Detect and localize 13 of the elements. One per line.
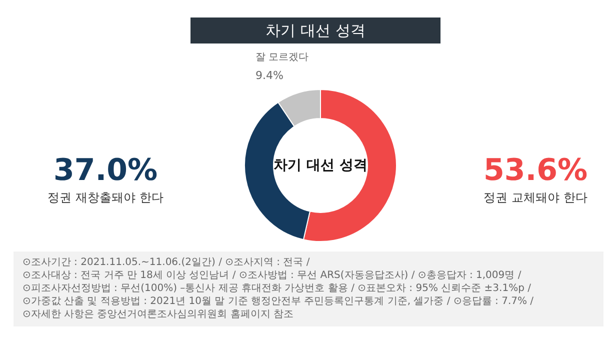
slice-label: 정권 재창출돼야 한다 bbox=[48, 190, 164, 204]
text: ⊙조사대상 : 전국 거주 만 18세 이상 성인남녀 / ⊙조사방법 : 무선 ARS(자동응답조사) / ⊙총응답자 : 1,009명 / bbox=[22, 270, 522, 281]
text: ⊙자세한 사항은 중앙선거여론조사심의위원회 홈페이지 참조 bbox=[22, 309, 294, 320]
text: 차기 대선 성격 bbox=[274, 158, 368, 174]
data-label: 9.4% bbox=[255, 69, 284, 82]
text: ⊙피조사자선정방법 : 무선(100%) –통신사 제공 휴대전화 가상번호 활용 / ⊙표본오차 : 95% 신뢰수준 ±3.1%p / bbox=[22, 283, 532, 294]
data-label: 53.6% bbox=[483, 153, 588, 188]
slice-label: 정권 교체돼야 한다 bbox=[484, 190, 588, 204]
chart-title: 차기 대선 성격 bbox=[266, 22, 366, 40]
slice-label: 잘 모르겠다 bbox=[255, 52, 309, 63]
text: ⊙가중값 산출 및 적용방법 : 2021년 10월 말 기준 행정안전부 주민등록인구통계 기준, 셀가중 / ⊙응답률 : 7.7% / bbox=[22, 296, 534, 307]
data-label: 37.0% bbox=[53, 153, 158, 188]
text: ⊙조사기간 : 2021.11.05.~11.06.(2일간) / ⊙조사지역 : 전국 / bbox=[22, 257, 310, 268]
